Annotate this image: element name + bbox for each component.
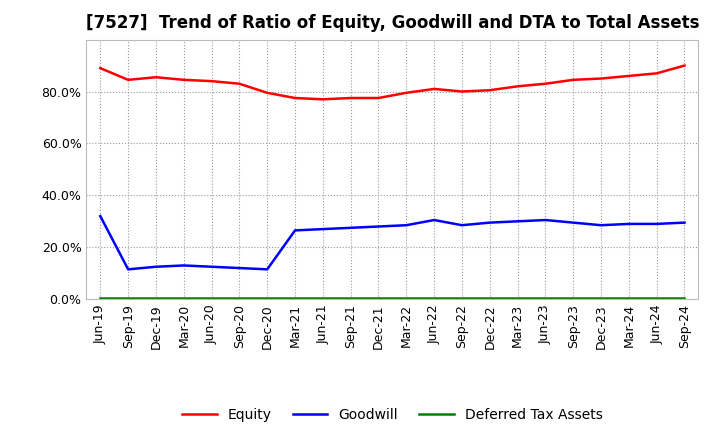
Goodwill: [541, 217, 550, 223]
Deferred Tax Assets: [152, 295, 161, 301]
Deferred Tax Assets: [346, 295, 355, 301]
Equity: [235, 81, 243, 86]
Deferred Tax Assets: [680, 295, 689, 301]
Goodwill: [124, 267, 132, 272]
Goodwill: [318, 227, 327, 232]
Goodwill: [652, 221, 661, 227]
Equity: [624, 73, 633, 79]
Deferred Tax Assets: [374, 295, 383, 301]
Equity: [430, 86, 438, 92]
Goodwill: [597, 223, 606, 228]
Equity: [652, 71, 661, 76]
Equity: [374, 95, 383, 101]
Equity: [541, 81, 550, 86]
Deferred Tax Assets: [458, 295, 467, 301]
Goodwill: [569, 220, 577, 225]
Equity: [458, 89, 467, 94]
Goodwill: [680, 220, 689, 225]
Legend: Equity, Goodwill, Deferred Tax Assets: Equity, Goodwill, Deferred Tax Assets: [176, 402, 608, 427]
Equity: [179, 77, 188, 82]
Goodwill: [96, 213, 104, 219]
Goodwill: [179, 263, 188, 268]
Equity: [485, 88, 494, 93]
Goodwill: [402, 223, 410, 228]
Equity: [402, 90, 410, 95]
Goodwill: [485, 220, 494, 225]
Goodwill: [346, 225, 355, 231]
Equity: [569, 77, 577, 82]
Deferred Tax Assets: [179, 295, 188, 301]
Deferred Tax Assets: [235, 295, 243, 301]
Deferred Tax Assets: [124, 295, 132, 301]
Line: Goodwill: Goodwill: [100, 216, 685, 269]
Deferred Tax Assets: [569, 295, 577, 301]
Deferred Tax Assets: [541, 295, 550, 301]
Deferred Tax Assets: [96, 295, 104, 301]
Deferred Tax Assets: [207, 295, 216, 301]
Goodwill: [513, 219, 522, 224]
Equity: [96, 66, 104, 71]
Goodwill: [458, 223, 467, 228]
Equity: [291, 95, 300, 101]
Equity: [513, 84, 522, 89]
Equity: [680, 63, 689, 68]
Goodwill: [207, 264, 216, 269]
Deferred Tax Assets: [485, 295, 494, 301]
Line: Equity: Equity: [100, 66, 685, 99]
Equity: [597, 76, 606, 81]
Deferred Tax Assets: [624, 295, 633, 301]
Equity: [318, 97, 327, 102]
Deferred Tax Assets: [597, 295, 606, 301]
Goodwill: [374, 224, 383, 229]
Goodwill: [291, 228, 300, 233]
Deferred Tax Assets: [430, 295, 438, 301]
Deferred Tax Assets: [402, 295, 410, 301]
Goodwill: [624, 221, 633, 227]
Deferred Tax Assets: [318, 295, 327, 301]
Title: [7527]  Trend of Ratio of Equity, Goodwill and DTA to Total Assets: [7527] Trend of Ratio of Equity, Goodwil…: [86, 15, 699, 33]
Deferred Tax Assets: [263, 295, 271, 301]
Goodwill: [263, 267, 271, 272]
Deferred Tax Assets: [652, 295, 661, 301]
Equity: [124, 77, 132, 82]
Deferred Tax Assets: [513, 295, 522, 301]
Goodwill: [235, 265, 243, 271]
Equity: [346, 95, 355, 101]
Equity: [207, 78, 216, 84]
Equity: [263, 90, 271, 95]
Deferred Tax Assets: [291, 295, 300, 301]
Equity: [152, 75, 161, 80]
Goodwill: [152, 264, 161, 269]
Goodwill: [430, 217, 438, 223]
